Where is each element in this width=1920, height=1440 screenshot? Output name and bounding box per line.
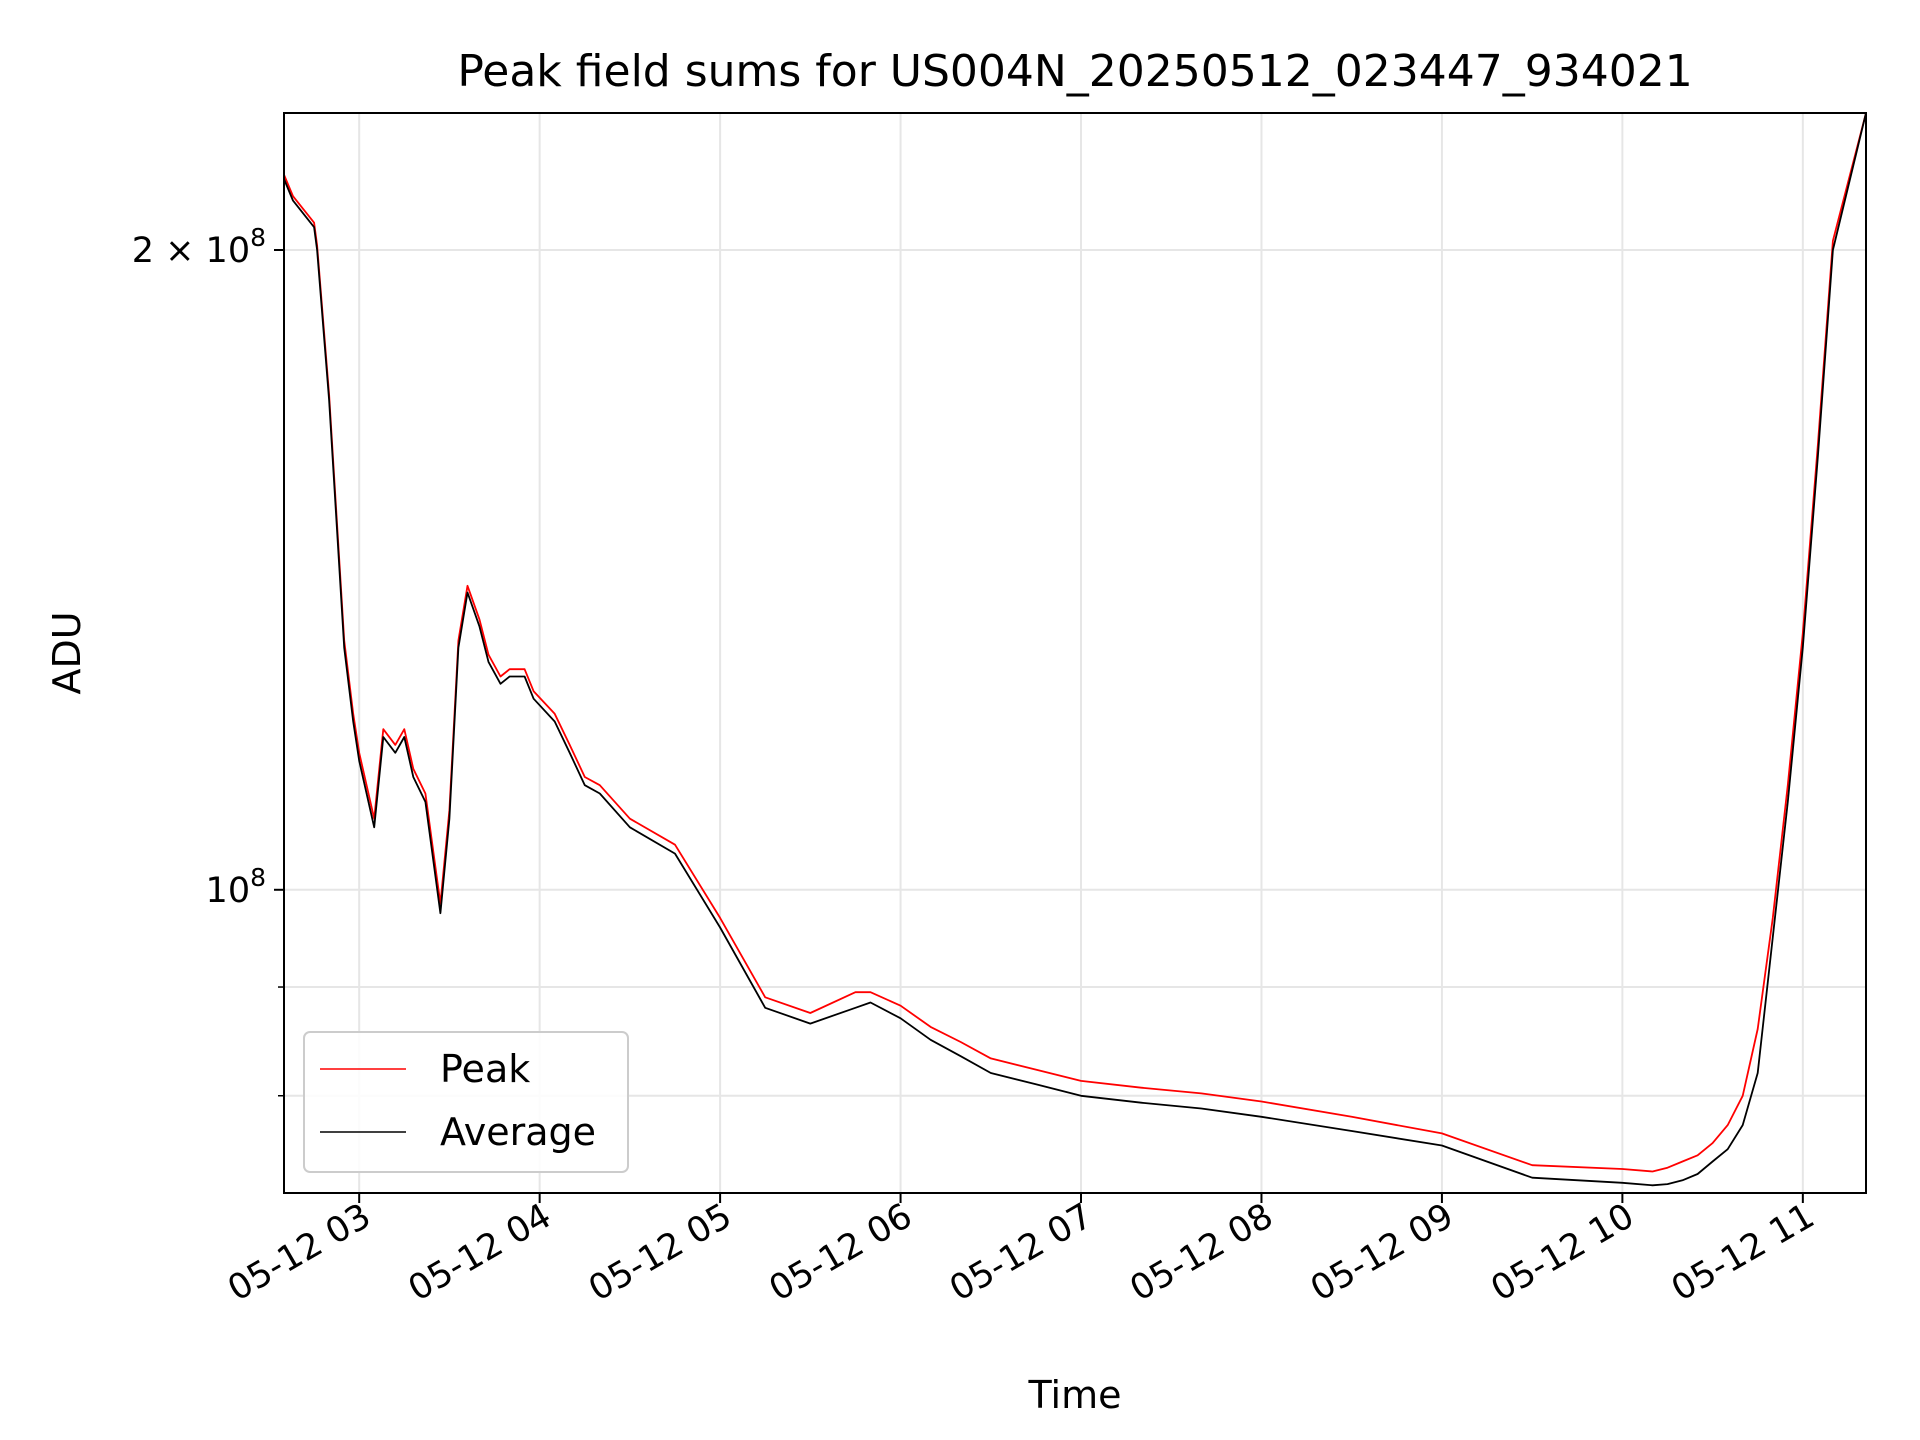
plot-series — [283, 112, 1867, 1187]
plot-frame — [283, 112, 1867, 1194]
legend-label-peak: Peak — [440, 1047, 530, 1091]
legend-label-average: Average — [440, 1110, 596, 1154]
legend: Peak Average — [303, 1031, 629, 1173]
x-tick-label: 05-12 09 — [1304, 1196, 1460, 1309]
legend-box — [303, 1031, 629, 1173]
x-axis-label: Time — [1028, 1373, 1122, 1417]
x-tick-label: 05-12 11 — [1665, 1196, 1821, 1309]
x-tick-label: 05-12 05 — [582, 1196, 738, 1309]
x-tick-label: 05-12 07 — [943, 1196, 1099, 1309]
series-line-average — [283, 112, 1867, 1187]
x-tick-label: 05-12 04 — [402, 1196, 558, 1309]
y-tick-label: 108 — [206, 863, 266, 911]
y-tick-label: 2 × 108 — [132, 223, 266, 271]
x-tick-label: 05-12 08 — [1124, 1196, 1280, 1309]
x-tick-label: 05-12 03 — [221, 1196, 377, 1309]
y-axis-label: ADU — [45, 611, 89, 694]
x-tick-label: 05-12 06 — [763, 1196, 919, 1309]
chart-title: Peak field sums for US004N_20250512_0234… — [457, 46, 1692, 97]
series-line-peak — [283, 112, 1867, 1173]
x-tick-label: 05-12 10 — [1485, 1196, 1641, 1309]
